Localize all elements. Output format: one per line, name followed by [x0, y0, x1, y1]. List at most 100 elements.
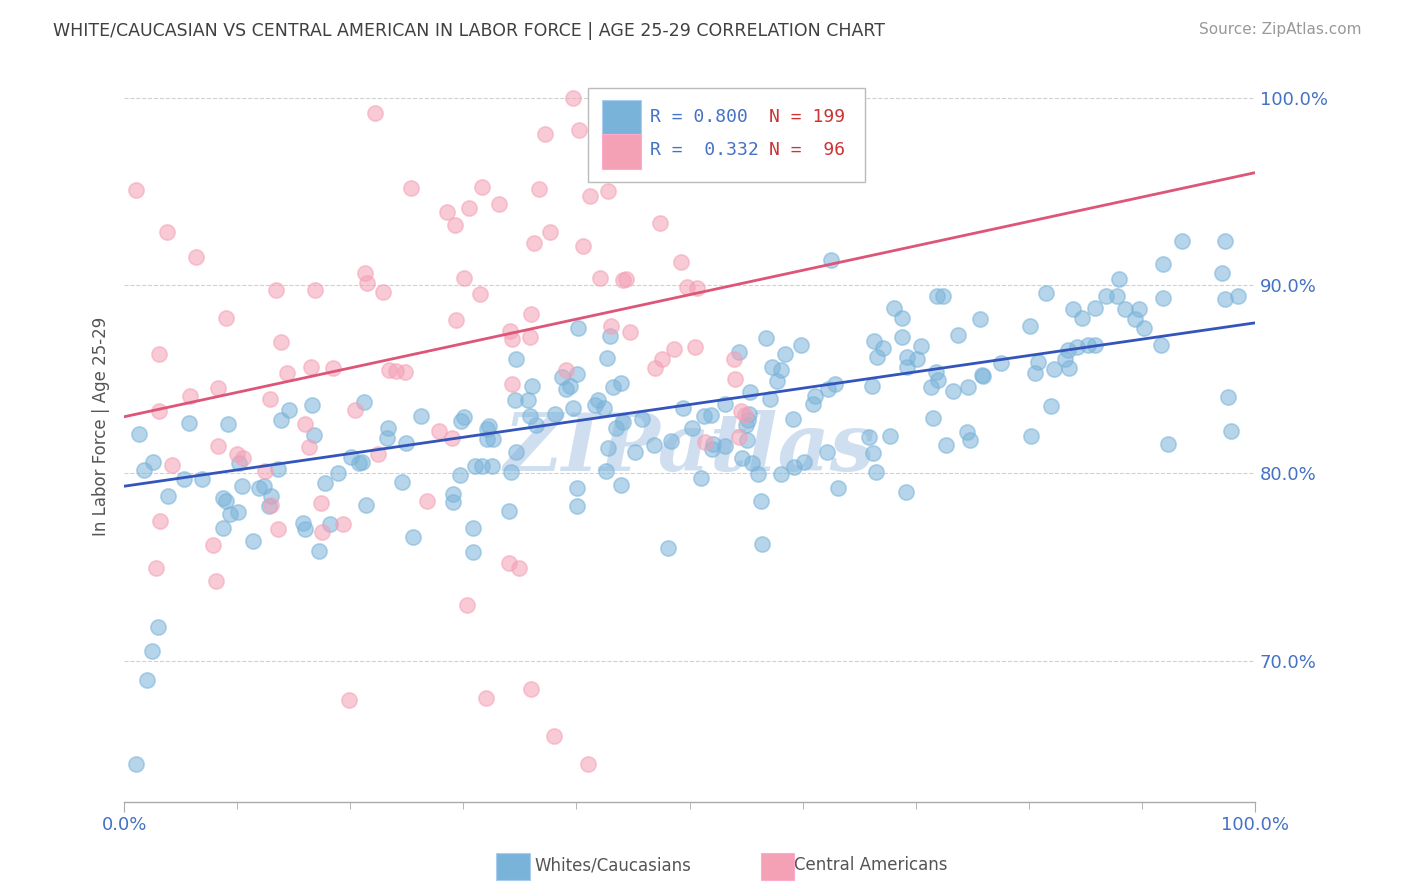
Point: [790, 338, 813, 352]
Point: [610, 376, 633, 390]
Point: [427, 424, 450, 438]
Point: [690, 471, 713, 485]
Point: [741, 456, 763, 470]
Point: [148, 404, 170, 418]
Point: [458, 201, 481, 215]
Point: [737, 413, 759, 427]
Point: [207, 381, 229, 395]
Point: [681, 421, 703, 435]
Point: [624, 444, 647, 458]
Point: [352, 455, 374, 469]
Point: [1024, 367, 1046, 381]
Point: [561, 401, 583, 415]
Point: [253, 478, 276, 492]
Point: [523, 236, 546, 251]
Point: [738, 384, 761, 399]
Point: [1035, 286, 1057, 301]
Point: [441, 495, 464, 509]
Point: [946, 328, 969, 343]
Point: [1094, 289, 1116, 303]
FancyBboxPatch shape: [603, 100, 641, 135]
Point: [416, 494, 439, 508]
Point: [605, 421, 627, 435]
Point: [596, 351, 619, 365]
Point: [378, 363, 401, 377]
Point: [298, 440, 321, 454]
Point: [728, 430, 751, 444]
Point: [755, 330, 778, 344]
Point: [1028, 355, 1050, 369]
Point: [1215, 234, 1237, 248]
Point: [505, 393, 527, 408]
Point: [801, 397, 824, 411]
Point: [1057, 343, 1080, 357]
Point: [957, 380, 980, 394]
Point: [1219, 425, 1241, 439]
Point: [384, 364, 406, 378]
Point: [648, 108, 671, 122]
Point: [450, 414, 472, 428]
Point: [693, 435, 716, 450]
Point: [257, 499, 280, 513]
Point: [1152, 291, 1174, 305]
Point: [291, 516, 314, 530]
Point: [501, 332, 523, 346]
Point: [935, 438, 957, 452]
Point: [734, 408, 756, 422]
Point: [314, 475, 336, 490]
Point: [896, 350, 918, 364]
Point: [538, 225, 561, 239]
Point: [475, 691, 498, 706]
Point: [1077, 338, 1099, 352]
Point: [990, 356, 1012, 370]
Point: [184, 251, 207, 265]
Text: Whites/Caucasians: Whites/Caucasians: [534, 856, 692, 874]
Point: [1018, 319, 1040, 334]
Point: [190, 472, 212, 486]
Point: [124, 757, 146, 772]
Point: [449, 468, 471, 483]
Point: [301, 398, 323, 412]
Point: [215, 311, 238, 326]
Point: [377, 421, 399, 435]
Point: [270, 413, 292, 427]
Point: [1054, 351, 1077, 366]
Point: [526, 417, 548, 432]
Point: [141, 644, 163, 658]
Point: [693, 409, 716, 424]
Point: [759, 392, 782, 406]
Point: [714, 439, 737, 453]
Point: [675, 280, 697, 294]
Point: [735, 418, 758, 433]
Point: [160, 458, 183, 473]
Point: [247, 481, 270, 495]
Point: [583, 398, 606, 412]
Point: [218, 507, 240, 521]
Point: [488, 197, 510, 211]
Point: [270, 335, 292, 350]
Point: [579, 188, 602, 202]
Point: [616, 271, 638, 285]
Point: [865, 465, 887, 479]
Point: [478, 419, 501, 434]
Point: [308, 544, 330, 558]
Point: [596, 441, 619, 455]
Point: [747, 467, 769, 482]
FancyBboxPatch shape: [588, 88, 865, 182]
Point: [475, 422, 498, 436]
Point: [769, 467, 792, 481]
Text: R = 0.800: R = 0.800: [650, 108, 748, 126]
Point: [631, 412, 654, 426]
Point: [145, 560, 167, 574]
Point: [671, 401, 693, 415]
Point: [651, 352, 673, 367]
Point: [942, 384, 965, 398]
Point: [394, 365, 416, 379]
Point: [1213, 292, 1236, 306]
Point: [905, 352, 928, 367]
Point: [586, 393, 609, 408]
Text: N = 199: N = 199: [769, 108, 845, 126]
Point: [1084, 338, 1107, 352]
Point: [470, 458, 492, 473]
Point: [475, 432, 498, 446]
